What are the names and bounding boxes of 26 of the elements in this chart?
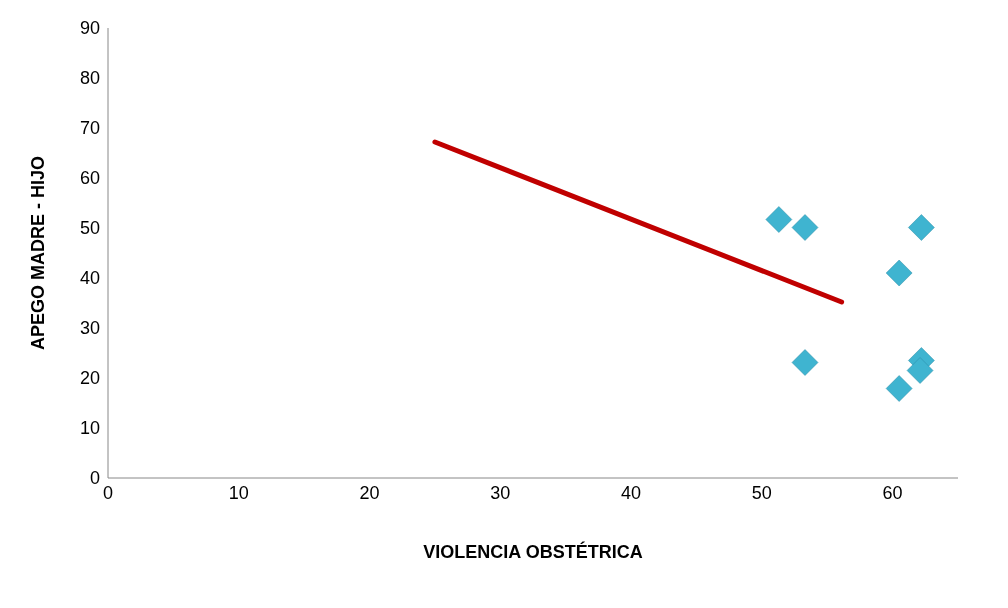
y-axis-title: APEGO MADRE - HIJO [28,155,49,351]
y-tick-label: 60 [79,168,100,189]
point [885,259,913,287]
x-tick-label: 30 [490,482,511,503]
point [885,375,913,402]
point [791,214,819,241]
y-tick-label: 50 [79,218,100,239]
point [908,214,935,241]
x-tick-label: 60 [882,482,903,503]
y-tick-label: 30 [79,318,100,339]
x-tick-label: 0 [102,482,114,503]
x-axis-title: VIOLENCIA OBSTÉTRICA [423,541,643,562]
y-tick-label: 80 [79,68,100,89]
y-tick-label: 0 [89,468,100,489]
y-tick-label: 90 [79,18,100,39]
x-tick-label: 40 [621,482,642,503]
point [765,206,793,233]
y-tick-label: 10 [79,418,100,439]
x-tick-label: 20 [359,482,380,503]
y-tick-label: 20 [79,368,100,389]
point [906,357,934,384]
point [791,349,819,376]
x-tick-label: 50 [751,482,772,503]
y-tick-label: 40 [79,268,100,289]
y-tick-label: 70 [79,118,100,139]
x-tick-label: 10 [228,482,249,503]
